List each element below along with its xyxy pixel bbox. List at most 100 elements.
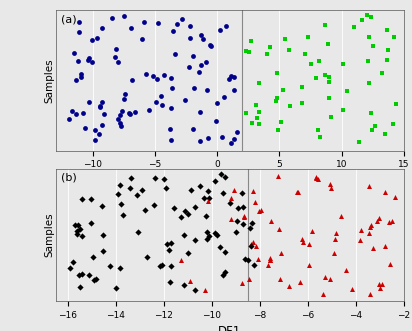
Point	[150, 74, 156, 79]
Point	[367, 223, 374, 228]
Point	[249, 188, 256, 194]
Point	[204, 199, 211, 204]
Point	[118, 123, 125, 128]
Point	[241, 214, 248, 219]
Point	[246, 276, 253, 282]
Point	[376, 285, 383, 291]
Point	[231, 187, 237, 192]
Point	[152, 176, 159, 181]
Point	[164, 242, 171, 247]
Point	[139, 36, 145, 42]
Point	[299, 85, 306, 90]
Point	[201, 196, 207, 201]
Point	[239, 281, 245, 286]
Point	[115, 192, 121, 197]
Point	[197, 33, 204, 38]
Point	[251, 200, 258, 205]
Point	[195, 69, 202, 74]
Point	[286, 48, 293, 53]
Point	[367, 291, 373, 297]
Point	[79, 197, 86, 202]
Point	[384, 57, 390, 62]
Point	[268, 218, 275, 223]
Point	[159, 102, 165, 107]
Point	[299, 101, 306, 106]
Point	[207, 42, 213, 48]
Point	[294, 189, 301, 195]
Point	[166, 279, 173, 284]
Point	[212, 179, 218, 184]
Text: (b): (b)	[61, 173, 77, 183]
Point	[287, 103, 293, 108]
Point	[73, 112, 80, 117]
Point	[68, 109, 75, 114]
Point	[187, 187, 194, 193]
Point	[231, 136, 238, 141]
Point	[221, 94, 227, 99]
Y-axis label: Samples: Samples	[44, 58, 54, 103]
Point	[180, 282, 187, 288]
Point	[170, 28, 176, 33]
Point	[228, 216, 234, 221]
Point	[85, 56, 92, 61]
Point	[117, 201, 124, 207]
Point	[76, 273, 82, 278]
Point	[99, 248, 106, 253]
Point	[115, 59, 121, 64]
Point	[76, 29, 82, 35]
Point	[294, 189, 300, 194]
Point	[365, 59, 372, 64]
Point	[242, 111, 249, 116]
Point	[245, 258, 252, 263]
Point	[223, 24, 229, 29]
Point	[178, 214, 184, 219]
Point	[155, 21, 162, 26]
Point	[239, 205, 246, 210]
Point	[106, 263, 113, 269]
Point	[218, 171, 225, 177]
Point	[267, 45, 274, 50]
Point	[162, 186, 169, 191]
Point	[339, 108, 346, 113]
Point	[370, 44, 376, 49]
Point	[197, 184, 203, 189]
Point	[366, 230, 372, 235]
Point	[79, 271, 86, 277]
Point	[129, 77, 136, 82]
Point	[280, 87, 286, 93]
Point	[327, 182, 333, 187]
Point	[321, 274, 328, 280]
Point	[379, 282, 386, 287]
X-axis label: DF1: DF1	[218, 325, 241, 331]
Point	[274, 70, 280, 75]
Point	[197, 110, 204, 115]
Point	[276, 227, 283, 232]
Point	[213, 118, 220, 124]
Point	[282, 36, 288, 42]
Point	[169, 86, 176, 91]
Point	[91, 277, 98, 283]
Point	[340, 62, 346, 67]
Point	[374, 218, 380, 224]
Point	[372, 124, 378, 129]
Point	[202, 213, 209, 219]
Point	[89, 59, 96, 65]
Point	[379, 71, 385, 76]
Point	[213, 233, 220, 238]
Point	[356, 237, 363, 242]
Point	[234, 129, 241, 134]
Point	[190, 126, 197, 131]
Point	[246, 225, 253, 231]
Point	[230, 75, 237, 80]
Point	[239, 221, 246, 226]
Point	[382, 131, 388, 136]
Point	[376, 282, 383, 287]
Point	[343, 268, 349, 273]
Point	[348, 286, 355, 292]
Point	[140, 19, 147, 24]
Y-axis label: Samples: Samples	[44, 213, 54, 257]
Point	[99, 25, 105, 30]
Point	[253, 244, 259, 249]
Point	[87, 221, 94, 226]
Point	[135, 229, 141, 235]
